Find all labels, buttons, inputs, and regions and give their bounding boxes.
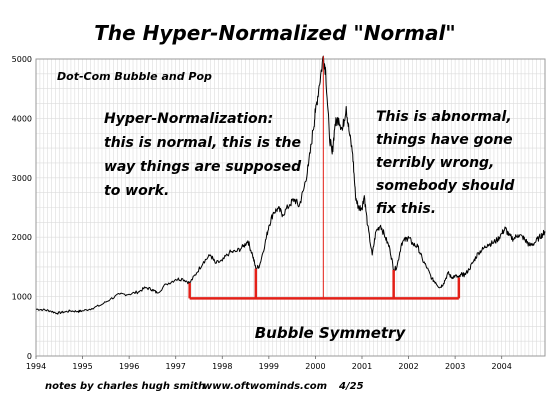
y-tick-label: 3000 <box>12 174 32 183</box>
abnormal-line-4: somebody should <box>376 178 515 194</box>
y-tick-label: 2000 <box>12 233 32 242</box>
grid <box>36 59 545 356</box>
bubble-symmetry-markers <box>188 56 461 300</box>
hyper-normal-line-3: way things are supposed <box>104 159 302 175</box>
chart-title: The Hyper-Normalized "Normal" <box>94 21 455 45</box>
x-tick-label: 2001 <box>352 362 372 371</box>
x-tick-label: 2000 <box>305 362 325 371</box>
hyper-normal-line-4: to work. <box>104 183 169 199</box>
nasdaq-series-line <box>35 55 546 315</box>
footer-date: 4/25 <box>338 381 364 392</box>
abnormal-line-1: This is abnormal, <box>376 109 512 125</box>
plot-frame <box>35 58 546 357</box>
abnormal-line-3: terribly wrong, <box>376 155 494 171</box>
abnormal-line-2: things have gone <box>376 132 513 148</box>
y-tick-label: 1000 <box>12 293 32 302</box>
x-tick-label: 1999 <box>259 362 279 371</box>
y-tick-label: 5000 <box>12 55 32 64</box>
x-axis-ticks: 1994 1995 1996 1997 1998 1999 2000 2001 2002 2003… <box>26 356 512 371</box>
hyper-normal-line-1: Hyper-Normalization: <box>104 111 273 127</box>
y-tick-label: 0 <box>27 352 32 361</box>
x-tick-label: 2002 <box>398 362 418 371</box>
hyper-normal-line-2: this is normal, this is the <box>104 135 301 151</box>
dotcom-annotation: Dot-Com Bubble and Pop <box>57 70 212 83</box>
footer-author: notes by charles hugh smith <box>45 381 205 392</box>
x-tick-label: 1995 <box>72 362 92 371</box>
x-tick-label: 2003 <box>445 362 465 371</box>
x-tick-label: 1997 <box>166 362 186 371</box>
x-tick-label: 1994 <box>26 362 46 371</box>
footer-site: www.oftwominds.com <box>203 381 327 392</box>
abnormal-line-5: fix this. <box>376 201 436 217</box>
x-tick-label: 1996 <box>119 362 139 371</box>
y-axis-ticks: 0 1000 2000 3000 4000 5000 <box>12 55 32 361</box>
y-tick-label: 4000 <box>12 114 32 123</box>
x-tick-label: 2004 <box>492 362 512 371</box>
x-tick-label: 1998 <box>212 362 232 371</box>
bubble-symmetry-label: Bubble Symmetry <box>255 324 407 342</box>
